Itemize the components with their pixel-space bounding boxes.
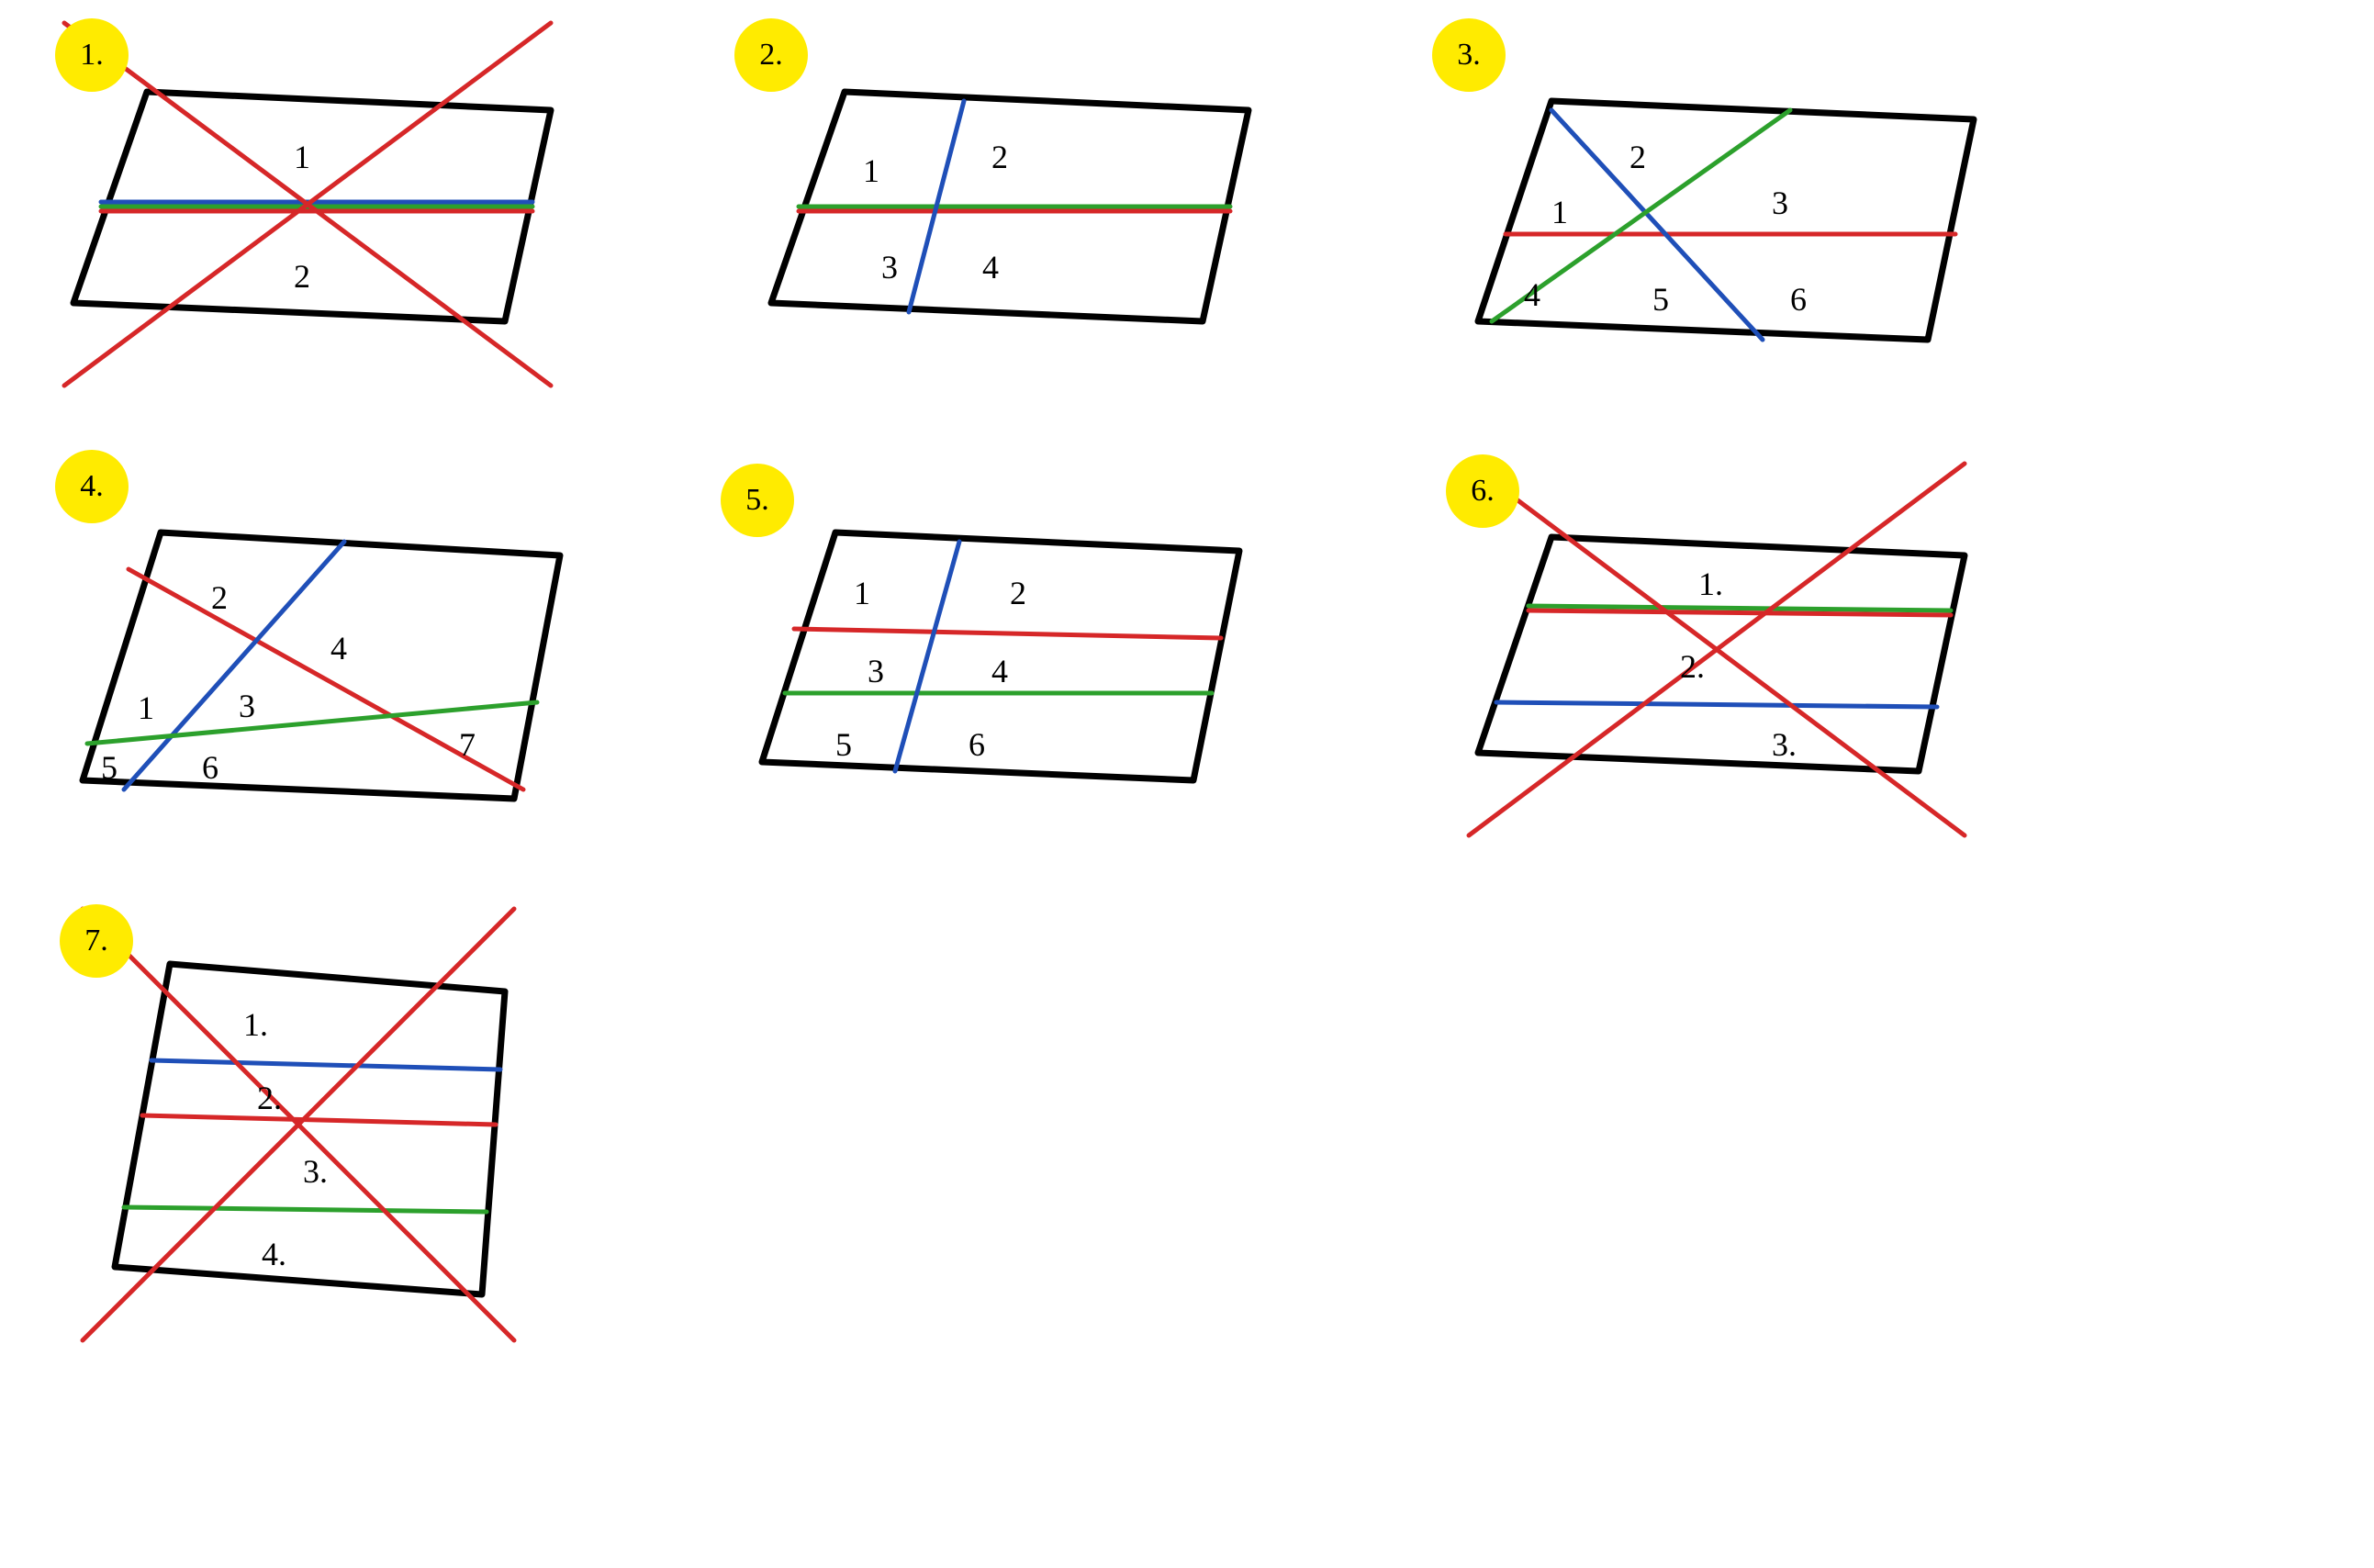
panel-badge: 4. (55, 450, 129, 523)
parallelogram (115, 964, 505, 1294)
region-label: 5 (1652, 280, 1669, 319)
region-label: 1 (854, 574, 870, 612)
region-label: 2. (257, 1079, 282, 1117)
region-label: 3 (881, 248, 898, 286)
panel-4: 4. 2 4 1 3 5 6 7 (37, 450, 588, 835)
region-label: 2 (211, 578, 228, 617)
region-label: 3 (1772, 184, 1788, 222)
panel-badge-label: 2. (759, 38, 783, 73)
panel-svg (716, 459, 1249, 826)
panel-badge: 7. (60, 904, 133, 978)
cut-line-red (142, 1115, 496, 1125)
panel-svg (725, 18, 1258, 367)
region-label: 2 (991, 138, 1008, 176)
cut-line-blue (151, 1060, 500, 1070)
region-label: 4 (1524, 275, 1540, 314)
region-label: 3. (1772, 725, 1797, 764)
region-label: 1 (138, 689, 154, 727)
panel-5: 5. 1 2 3 4 5 6 (716, 459, 1249, 826)
region-label: 5 (101, 748, 118, 787)
region-label: 4 (991, 652, 1008, 690)
panel-badge: 5. (721, 464, 794, 537)
region-label: 2 (1629, 138, 1646, 176)
panel-badge: 1. (55, 18, 129, 92)
region-label: 1. (243, 1005, 268, 1044)
region-label: 2 (1010, 574, 1026, 612)
region-label: 2. (1680, 647, 1705, 686)
region-label: 1. (1698, 565, 1723, 603)
panel-svg (1423, 18, 1983, 386)
region-label: 1 (294, 138, 310, 176)
panel-badge-label: 5. (745, 483, 769, 518)
region-label: 6 (202, 748, 218, 787)
region-label: 5 (835, 725, 852, 764)
region-label: 1 (1551, 193, 1568, 231)
panel-1: 1.12 (37, 18, 569, 413)
region-label: 7 (459, 725, 476, 764)
region-label: 4 (330, 629, 347, 667)
region-label: 3 (239, 687, 255, 725)
panel-badge-label: 7. (84, 924, 108, 958)
panel-badge: 6. (1446, 454, 1519, 528)
panel-svg (1432, 450, 1983, 854)
panel-badge-label: 4. (80, 469, 104, 504)
region-label: 4. (262, 1235, 286, 1273)
region-label: 3 (868, 652, 884, 690)
cut-line-green (124, 1207, 487, 1212)
panel-2: 2. 1 2 3 4 (725, 18, 1258, 367)
cut-line-blue (124, 542, 344, 790)
cut-line-blue (1496, 702, 1937, 707)
region-label: 6 (969, 725, 985, 764)
region-label: 1 (863, 151, 879, 190)
region-label: 2 (294, 257, 310, 296)
region-label: 3. (303, 1152, 328, 1191)
panel-badge: 3. (1432, 18, 1506, 92)
panel-6: 6. 1. 2. 3. (1432, 450, 1983, 854)
panel-badge-label: 6. (1471, 474, 1495, 509)
region-label: 6 (1790, 280, 1807, 319)
cut-line-blue (895, 542, 959, 771)
panel-7: 7. 1. 2. 3. 4. (46, 900, 523, 1359)
cut-line-red (794, 629, 1221, 638)
region-label: 4 (982, 248, 999, 286)
panel-3: 3. 2 1 3 4 5 6 (1423, 18, 1983, 386)
panel-badge: 2. (734, 18, 808, 92)
panel-badge-label: 1. (80, 38, 104, 73)
panel-badge-label: 3. (1457, 38, 1481, 73)
